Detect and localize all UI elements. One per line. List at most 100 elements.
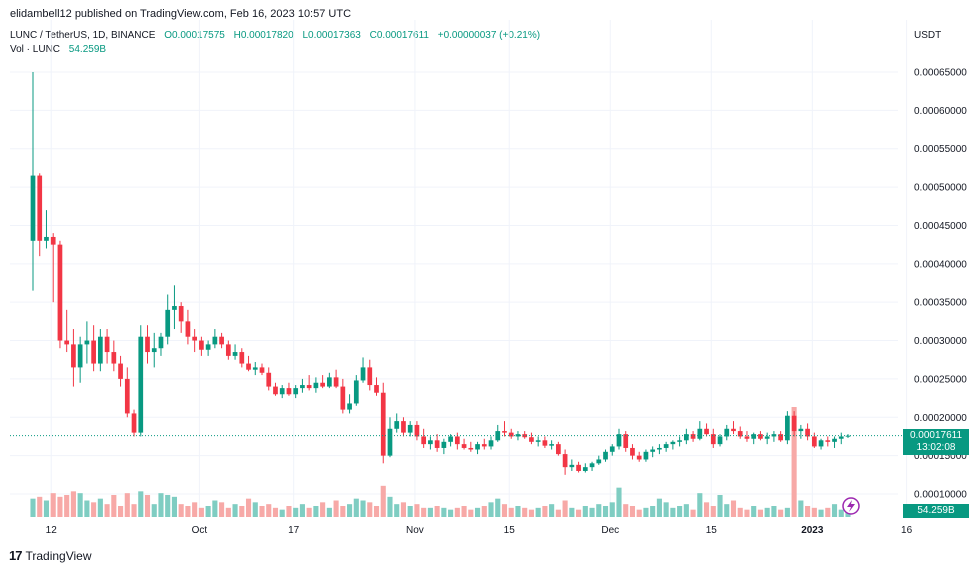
volume-bar	[30, 498, 36, 517]
volume-bar	[212, 500, 218, 517]
candle-body	[616, 434, 622, 447]
candle-body	[441, 441, 447, 448]
candle-body	[771, 434, 777, 437]
volume-bar	[549, 504, 555, 517]
volume-bar	[636, 509, 642, 517]
volume-bar	[730, 500, 737, 517]
candle-body	[798, 428, 804, 432]
volume-bar	[124, 493, 130, 517]
volume-bar	[266, 504, 272, 517]
x-tick-label: 15	[504, 525, 516, 536]
x-tick-label: 2023	[801, 525, 824, 536]
candle-body	[374, 385, 379, 393]
volume-bar	[542, 506, 548, 517]
candle-body	[663, 444, 669, 448]
candle-body	[219, 336, 224, 345]
volume-bar	[70, 491, 76, 517]
last-price-tag: 0.00017611 13:02:08	[903, 429, 969, 455]
candle-body	[306, 385, 312, 389]
volume-bar	[306, 507, 312, 517]
candle-body	[569, 464, 575, 468]
candle-body	[192, 336, 198, 341]
candle-body	[670, 441, 676, 445]
volume-bar	[757, 509, 763, 517]
volume-bar	[185, 506, 191, 517]
x-tick-label: 15	[706, 525, 718, 536]
volume-bar	[178, 504, 184, 517]
y-tick-label: 0.00030000	[914, 336, 967, 347]
candle-body	[205, 344, 211, 350]
candle-body	[448, 436, 453, 442]
symbol-label[interactable]: LUNC / TetherUS, 1D, BINANCE	[10, 30, 156, 41]
tradingview-logo[interactable]: 17 TradingView	[9, 548, 92, 563]
candle-body	[91, 340, 96, 364]
volume-bar	[313, 506, 319, 517]
volume-bar	[690, 509, 696, 517]
candle-body	[327, 377, 332, 387]
volume-bar	[683, 504, 689, 517]
candle-body	[542, 440, 548, 446]
volume-bar	[643, 507, 649, 517]
candle-body	[252, 367, 258, 370]
volume-bar	[434, 506, 440, 517]
candle-body	[556, 444, 561, 455]
volume-bar	[144, 495, 151, 517]
volume-label[interactable]: Vol · LUNC	[10, 44, 61, 55]
candle-body	[778, 434, 784, 441]
candle-body	[360, 367, 366, 381]
candle-body	[414, 424, 420, 437]
candle-body	[293, 388, 299, 395]
volume-bar	[118, 506, 124, 517]
volume-bar	[771, 506, 777, 517]
candle-body	[818, 440, 824, 447]
volume-bar	[616, 487, 622, 517]
candle-body	[724, 428, 730, 437]
volume-bar	[205, 506, 211, 517]
volume-bar	[151, 504, 157, 517]
volume-bar	[609, 502, 615, 517]
countdown-timer: 13:02:08	[916, 442, 956, 453]
last-price-value: 0.00017611	[909, 430, 963, 441]
volume-bar	[629, 506, 636, 517]
volume-bar	[474, 507, 481, 517]
volume-bar	[569, 507, 575, 517]
candle-body	[737, 431, 743, 437]
volume-bar	[77, 493, 83, 517]
candle-body	[421, 436, 427, 445]
volume-bar	[50, 493, 56, 517]
volume-bar	[272, 507, 279, 517]
volume-bar	[751, 506, 757, 517]
volume-bar	[373, 506, 380, 517]
volume-bar	[454, 507, 460, 517]
low-value: L0.00017363	[302, 30, 361, 41]
candle-body	[104, 336, 110, 353]
volume-bar	[697, 493, 703, 517]
volume-bar	[380, 485, 386, 517]
candle-body	[286, 388, 292, 395]
candle-body	[347, 403, 352, 410]
volume-bar	[784, 507, 790, 517]
candle-body	[64, 340, 70, 345]
volume-bar	[448, 509, 454, 517]
candle-body	[239, 352, 245, 364]
candle-body	[77, 344, 83, 368]
y-tick-label: 0.00020000	[914, 413, 967, 424]
volume-bar	[421, 507, 427, 517]
volume-bar	[441, 507, 447, 517]
volume-bar	[97, 498, 103, 517]
candle-body	[97, 336, 103, 364]
candle-body	[387, 428, 393, 456]
candle-body	[172, 306, 177, 310]
candle-body	[636, 455, 642, 460]
candle-body	[454, 436, 460, 445]
y-tick-label: 0.00025000	[914, 374, 967, 385]
candle-body	[232, 352, 238, 356]
y-tick-label: 0.00045000	[914, 221, 967, 232]
y-tick-label: 0.00015000	[914, 451, 967, 462]
volume-bar	[394, 504, 400, 517]
currency-label[interactable]: USDT	[914, 30, 942, 41]
y-tick-label: 0.00065000	[914, 68, 967, 79]
candle-body	[273, 386, 278, 395]
tradingview-brand: TradingView	[25, 548, 92, 563]
